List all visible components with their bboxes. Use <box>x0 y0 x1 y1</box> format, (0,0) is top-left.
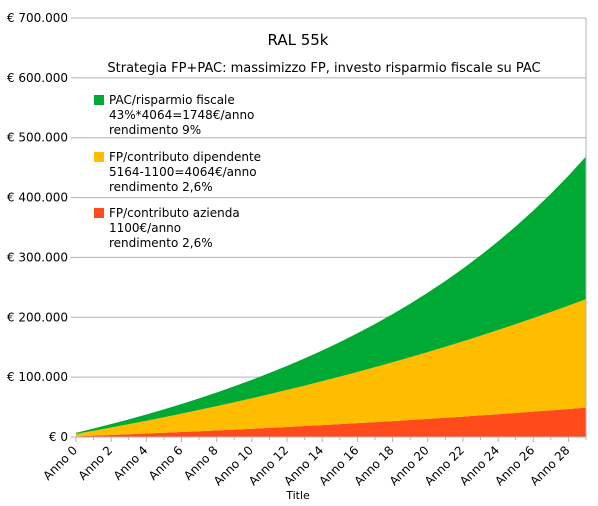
legend-label: 5164-1100=4064€/anno <box>109 165 257 179</box>
legend-label: FP/contributo dipendente <box>109 150 261 164</box>
series-area-pac-risparmio-fiscale <box>76 156 586 434</box>
series-areas <box>76 156 586 437</box>
legend-label: rendimento 2,6% <box>109 236 213 250</box>
legend-label: PAC/risparmio fiscale <box>109 93 235 107</box>
y-tick-label: € 500.000 <box>7 131 68 145</box>
legend-swatch <box>94 95 104 105</box>
y-tick-label: € 600.000 <box>7 71 68 85</box>
legend-label: 1100€/anno <box>109 221 181 235</box>
legend-label: FP/contributo azienda <box>109 206 240 220</box>
legend-label: rendimento 2,6% <box>109 180 213 194</box>
series-area-fp-contributo-azienda <box>76 407 586 437</box>
axes <box>76 18 587 438</box>
legend-swatch <box>94 208 104 218</box>
legend-label: 43%*4064=1748€/anno <box>109 108 254 122</box>
x-axis-title: Title <box>285 489 310 502</box>
y-tick-label: € 300.000 <box>7 250 68 264</box>
y-tick-label: € 200.000 <box>7 310 68 324</box>
series-area-fp-contributo-dipendente <box>76 299 586 437</box>
gridlines <box>76 17 586 378</box>
legend: PAC/risparmio fiscale43%*4064=1748€/anno… <box>94 93 261 250</box>
legend-swatch <box>94 152 104 162</box>
y-tick-label: € 700.000 <box>7 11 68 25</box>
y-axis-ticks: € 0 € 100.000 € 200.000 € 300.000 € 400.000 €… <box>7 11 76 444</box>
y-tick-label: € 100.000 <box>7 370 68 384</box>
chart-title: RAL 55k <box>268 31 329 49</box>
y-tick-label: € 400.000 <box>7 191 68 205</box>
chart-subtitle: Strategia FP+PAC: massimizzo FP, investo… <box>107 61 540 76</box>
legend-label: rendimento 9% <box>109 123 201 137</box>
y-tick-label: € 0 <box>49 430 68 444</box>
